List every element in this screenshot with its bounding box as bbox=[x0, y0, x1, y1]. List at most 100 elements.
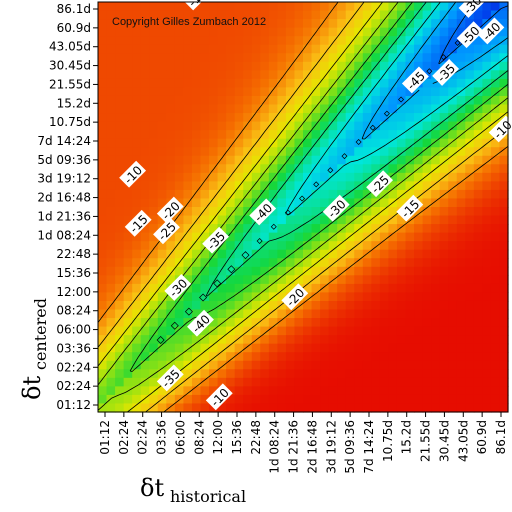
heatmap-cell bbox=[140, 10, 150, 20]
heatmap-cell bbox=[132, 36, 142, 46]
heatmap-cell bbox=[226, 104, 236, 114]
heatmap-cell bbox=[243, 352, 253, 362]
heatmap-cell bbox=[285, 335, 296, 345]
heatmap-cell bbox=[345, 44, 355, 54]
heatmap-cell bbox=[294, 181, 304, 191]
heatmap-cell bbox=[320, 335, 330, 345]
heatmap-cell bbox=[482, 232, 492, 242]
heatmap-cell bbox=[354, 53, 364, 63]
heatmap-cell bbox=[388, 309, 398, 319]
heatmap-cell bbox=[311, 164, 321, 174]
heatmap-cell bbox=[209, 275, 219, 285]
heatmap-cell bbox=[191, 19, 202, 29]
heatmap-cell bbox=[337, 283, 347, 294]
heatmap-cell bbox=[345, 300, 355, 311]
heatmap-cell bbox=[490, 70, 501, 80]
heatmap-cell bbox=[490, 36, 501, 46]
heatmap-cell bbox=[328, 70, 338, 80]
heatmap-cell bbox=[354, 130, 364, 140]
heatmap-cell bbox=[106, 78, 116, 89]
heatmap-cell bbox=[106, 232, 116, 242]
heatmap-cell bbox=[320, 394, 330, 405]
heatmap-cell bbox=[200, 377, 210, 387]
heatmap-cell bbox=[379, 377, 390, 387]
heatmap-cell bbox=[396, 283, 407, 294]
heatmap-cell bbox=[388, 147, 398, 157]
heatmap-cell bbox=[473, 377, 483, 387]
heatmap-cell bbox=[482, 181, 492, 191]
heatmap-cell bbox=[328, 403, 338, 413]
heatmap-cell bbox=[482, 343, 492, 353]
heatmap-cell bbox=[106, 224, 116, 234]
heatmap-cell bbox=[337, 232, 347, 242]
heatmap-cell bbox=[448, 2, 458, 12]
heatmap-cell bbox=[345, 155, 355, 165]
heatmap-cell bbox=[294, 318, 304, 328]
y-axis-subscript: centered bbox=[31, 298, 50, 370]
heatmap-cell bbox=[174, 224, 185, 234]
heatmap-cell bbox=[251, 369, 261, 379]
heatmap-cell bbox=[200, 343, 210, 353]
heatmap-cell bbox=[362, 95, 372, 106]
heatmap-cell bbox=[354, 61, 364, 71]
heatmap-cell bbox=[166, 394, 176, 405]
heatmap-cell bbox=[473, 326, 483, 336]
heatmap-cell bbox=[285, 147, 296, 157]
heatmap-cell bbox=[243, 155, 253, 165]
heatmap-cell bbox=[132, 2, 142, 12]
heatmap-cell bbox=[277, 266, 287, 276]
x-axis-subscript: historical bbox=[170, 487, 246, 506]
heatmap-cell bbox=[294, 95, 304, 106]
heatmap-cell bbox=[285, 198, 296, 208]
heatmap-cell bbox=[473, 403, 483, 413]
heatmap-cell bbox=[294, 360, 304, 370]
heatmap-cell bbox=[157, 343, 167, 353]
heatmap-cell bbox=[260, 215, 270, 225]
heatmap-cell bbox=[422, 207, 432, 217]
heatmap-cell bbox=[268, 172, 278, 182]
heatmap-cell bbox=[362, 155, 372, 165]
heatmap-cell bbox=[473, 335, 483, 345]
heatmap-cell bbox=[422, 249, 432, 259]
heatmap-cell bbox=[106, 394, 116, 405]
heatmap-cell bbox=[499, 44, 509, 54]
heatmap-cell bbox=[123, 241, 133, 251]
heatmap-cell bbox=[234, 36, 244, 46]
heatmap-cell bbox=[431, 138, 441, 148]
heatmap-cell bbox=[123, 147, 133, 157]
heatmap-cell bbox=[226, 61, 236, 71]
heatmap-cell bbox=[354, 2, 364, 12]
heatmap-cell bbox=[157, 352, 167, 362]
heatmap-cell bbox=[234, 309, 244, 319]
heatmap-cell bbox=[473, 19, 483, 29]
heatmap-cell bbox=[405, 343, 415, 353]
heatmap-cell bbox=[123, 36, 133, 46]
heatmap-cell bbox=[456, 377, 466, 387]
heatmap-cell bbox=[294, 232, 304, 242]
heatmap-cell bbox=[268, 10, 278, 20]
heatmap-cell bbox=[328, 232, 338, 242]
heatmap-cell bbox=[303, 53, 313, 63]
heatmap-cell bbox=[268, 360, 278, 370]
heatmap-cell bbox=[140, 130, 150, 140]
heatmap-cell bbox=[217, 275, 227, 285]
heatmap-cell bbox=[345, 369, 355, 379]
heatmap-cell bbox=[362, 369, 372, 379]
heatmap-cell bbox=[465, 61, 475, 71]
heatmap-cell bbox=[422, 95, 432, 106]
plot-frame bbox=[97, 1, 509, 413]
heatmap-cell bbox=[414, 403, 424, 413]
heatmap-cell bbox=[414, 241, 424, 251]
heatmap-cell bbox=[465, 207, 475, 217]
heatmap-cell bbox=[439, 44, 449, 54]
heatmap-cell bbox=[456, 53, 466, 63]
heatmap-cell bbox=[448, 275, 458, 285]
heatmap-cell bbox=[217, 343, 227, 353]
heatmap-cell bbox=[439, 335, 449, 345]
heatmap-cell bbox=[98, 352, 108, 362]
heatmap-cell bbox=[217, 53, 227, 63]
heatmap-cell bbox=[328, 19, 338, 29]
heatmap-cell bbox=[439, 19, 449, 29]
heatmap-cell bbox=[200, 164, 210, 174]
heatmap-cell bbox=[371, 198, 381, 208]
